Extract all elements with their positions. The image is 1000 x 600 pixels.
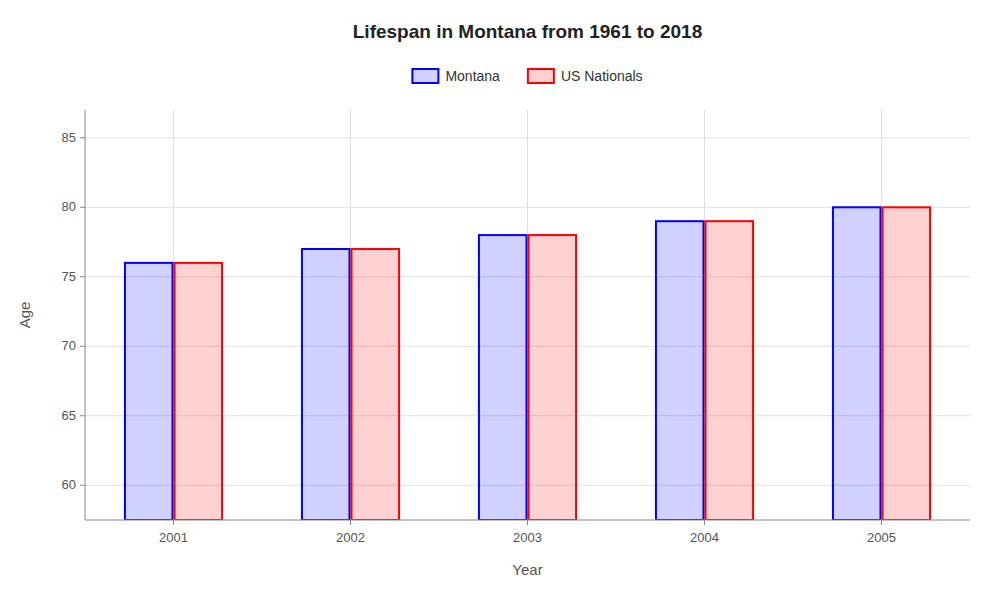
bars bbox=[125, 207, 930, 520]
x-tick-label: 2003 bbox=[513, 530, 542, 545]
legend-label: US Nationals bbox=[561, 68, 643, 84]
y-tick bbox=[80, 207, 85, 208]
y-tick-label: 65 bbox=[62, 408, 76, 423]
x-tick-label: 2001 bbox=[159, 530, 188, 545]
x-tick bbox=[173, 520, 174, 525]
y-tick bbox=[80, 346, 85, 347]
y-tick-label: 75 bbox=[62, 269, 76, 284]
y-axis-line bbox=[85, 110, 86, 520]
legend-label: Montana bbox=[445, 68, 500, 84]
y-tick-label: 70 bbox=[62, 338, 76, 353]
y-tick bbox=[80, 276, 85, 277]
x-tick bbox=[704, 520, 705, 525]
chart-svg: Lifespan in Montana from 1961 to 2018 60 6… bbox=[0, 0, 1000, 600]
grid bbox=[85, 110, 970, 520]
legend: Montana US Nationals bbox=[412, 68, 642, 84]
chart-container: Lifespan in Montana from 1961 to 2018 60 6… bbox=[0, 0, 1000, 600]
y-tick bbox=[80, 137, 85, 138]
bar bbox=[529, 235, 577, 520]
bar bbox=[706, 221, 754, 520]
bar bbox=[656, 221, 704, 520]
x-tick bbox=[350, 520, 351, 525]
x-tick bbox=[527, 520, 528, 525]
bar bbox=[833, 207, 881, 520]
y-tick bbox=[80, 415, 85, 416]
y-tick-label: 80 bbox=[62, 199, 76, 214]
legend-item: Montana bbox=[412, 68, 500, 84]
bar bbox=[175, 263, 223, 520]
bar bbox=[352, 249, 400, 520]
legend-item: US Nationals bbox=[528, 68, 643, 84]
y-tick-label: 60 bbox=[62, 477, 76, 492]
x-tick-label: 2005 bbox=[867, 530, 896, 545]
y-tick bbox=[80, 485, 85, 486]
x-tick-label: 2002 bbox=[336, 530, 365, 545]
legend-swatch bbox=[412, 69, 438, 83]
legend-swatch bbox=[528, 69, 554, 83]
bar bbox=[125, 263, 173, 520]
y-axis-label: Age bbox=[16, 302, 33, 329]
bar bbox=[479, 235, 527, 520]
bar bbox=[883, 207, 931, 520]
x-axis-label: Year bbox=[512, 561, 542, 578]
title: Lifespan in Montana from 1961 to 2018 bbox=[353, 21, 702, 42]
x-tick bbox=[881, 520, 882, 525]
bar bbox=[302, 249, 350, 520]
x-tick-label: 2004 bbox=[690, 530, 719, 545]
y-tick-label: 85 bbox=[62, 130, 76, 145]
